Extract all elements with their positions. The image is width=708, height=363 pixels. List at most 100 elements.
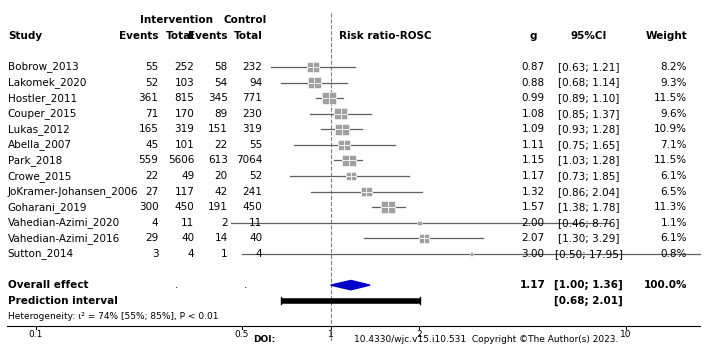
Text: 1: 1 <box>328 330 333 339</box>
Text: 7064: 7064 <box>236 155 263 166</box>
Bar <box>346 172 356 180</box>
Text: 49: 49 <box>181 171 195 181</box>
Text: 1.11: 1.11 <box>521 140 544 150</box>
Text: [1.30; 3.29]: [1.30; 3.29] <box>558 233 620 243</box>
Text: 100.0%: 100.0% <box>644 280 687 290</box>
Bar <box>307 62 319 72</box>
Text: 89: 89 <box>215 109 228 119</box>
Bar <box>469 252 473 256</box>
Text: 2: 2 <box>221 218 228 228</box>
Text: Bobrow_2013: Bobrow_2013 <box>8 62 79 73</box>
Text: 0.88: 0.88 <box>522 78 544 87</box>
Text: [0.63; 1.21]: [0.63; 1.21] <box>558 62 620 72</box>
Text: 252: 252 <box>175 62 195 72</box>
Text: [0.85; 1.37]: [0.85; 1.37] <box>558 109 620 119</box>
Text: 1.17: 1.17 <box>520 280 546 290</box>
Text: 2.00: 2.00 <box>522 218 544 228</box>
Text: Couper_2015: Couper_2015 <box>8 108 77 119</box>
Text: [0.93; 1.28]: [0.93; 1.28] <box>558 124 620 134</box>
Bar <box>417 221 422 225</box>
Text: Goharani_2019: Goharani_2019 <box>8 202 87 213</box>
Text: Control: Control <box>224 15 267 25</box>
Text: 54: 54 <box>215 78 228 87</box>
Text: 0.87: 0.87 <box>522 62 544 72</box>
Text: Lakomek_2020: Lakomek_2020 <box>8 77 86 88</box>
Text: 55: 55 <box>145 62 159 72</box>
Text: 1.57: 1.57 <box>521 202 544 212</box>
Text: 9.6%: 9.6% <box>661 109 687 119</box>
Text: Crowe_2015: Crowe_2015 <box>8 171 72 182</box>
Text: [0.73; 1.85]: [0.73; 1.85] <box>558 171 620 181</box>
Bar <box>334 108 347 119</box>
Text: 613: 613 <box>208 155 228 166</box>
Text: 10.4330/wjc.v15.i10.531  Copyright ©The Author(s) 2023.: 10.4330/wjc.v15.i10.531 Copyright ©The A… <box>354 335 618 344</box>
Text: 170: 170 <box>175 109 195 119</box>
Text: 319: 319 <box>175 124 195 134</box>
Text: 8.2%: 8.2% <box>661 62 687 72</box>
Text: Vahedian-Azimi_2016: Vahedian-Azimi_2016 <box>8 233 120 244</box>
Text: Vahedian-Azimi_2020: Vahedian-Azimi_2020 <box>8 217 120 228</box>
Text: 1: 1 <box>221 249 228 259</box>
Text: Events: Events <box>119 31 159 41</box>
Text: 6.1%: 6.1% <box>661 171 687 181</box>
Text: 11.3%: 11.3% <box>654 202 687 212</box>
Text: 165: 165 <box>139 124 159 134</box>
Text: [0.68; 2.01]: [0.68; 2.01] <box>554 295 623 306</box>
Text: 0.8%: 0.8% <box>661 249 687 259</box>
Text: Intervention: Intervention <box>140 15 213 25</box>
Text: 6.5%: 6.5% <box>661 187 687 197</box>
Text: Sutton_2014: Sutton_2014 <box>8 249 74 260</box>
Bar <box>308 77 321 88</box>
Text: Prediction interval: Prediction interval <box>8 296 118 306</box>
Text: Total: Total <box>234 31 263 41</box>
Text: 40: 40 <box>249 233 263 243</box>
Text: [1.38; 1.78]: [1.38; 1.78] <box>558 202 620 212</box>
Bar <box>322 92 336 104</box>
Text: .: . <box>175 280 178 290</box>
Text: 45: 45 <box>145 140 159 150</box>
Text: 4: 4 <box>256 249 263 259</box>
Text: [0.50; 17.95]: [0.50; 17.95] <box>554 249 622 259</box>
Text: 10.9%: 10.9% <box>654 124 687 134</box>
Text: 20: 20 <box>215 171 228 181</box>
Text: 771: 771 <box>243 93 263 103</box>
Text: 1.15: 1.15 <box>521 155 544 166</box>
Text: 14: 14 <box>215 233 228 243</box>
Text: 27: 27 <box>145 187 159 197</box>
Text: 241: 241 <box>243 187 263 197</box>
Text: 10: 10 <box>620 330 632 339</box>
Text: 95%CI: 95%CI <box>571 31 607 41</box>
Text: [0.46; 8.76]: [0.46; 8.76] <box>558 218 620 228</box>
Text: 300: 300 <box>139 202 159 212</box>
Text: 2.07: 2.07 <box>522 233 544 243</box>
Text: 815: 815 <box>175 93 195 103</box>
Text: 22: 22 <box>215 140 228 150</box>
Text: 230: 230 <box>243 109 263 119</box>
Text: [0.68; 1.14]: [0.68; 1.14] <box>558 78 620 87</box>
Text: 4: 4 <box>152 218 159 228</box>
Text: [0.89; 1.10]: [0.89; 1.10] <box>558 93 620 103</box>
Text: 11.5%: 11.5% <box>654 93 687 103</box>
Text: 559: 559 <box>139 155 159 166</box>
Text: 7.1%: 7.1% <box>661 140 687 150</box>
Text: 11.5%: 11.5% <box>654 155 687 166</box>
Text: 71: 71 <box>145 109 159 119</box>
Text: 1.17: 1.17 <box>521 171 544 181</box>
Text: 2: 2 <box>416 330 422 339</box>
Bar <box>382 201 395 213</box>
Text: 101: 101 <box>175 140 195 150</box>
Text: Events: Events <box>188 31 228 41</box>
Text: JoKramer-Johansen_2006: JoKramer-Johansen_2006 <box>8 186 138 197</box>
Text: .: . <box>244 280 247 290</box>
Text: 9.3%: 9.3% <box>661 78 687 87</box>
Text: 1.1%: 1.1% <box>661 218 687 228</box>
Text: 0.1: 0.1 <box>28 330 43 339</box>
Text: 450: 450 <box>175 202 195 212</box>
Text: 6.1%: 6.1% <box>661 233 687 243</box>
Text: 345: 345 <box>208 93 228 103</box>
Text: 42: 42 <box>215 187 228 197</box>
Text: Risk ratio-ROSC: Risk ratio-ROSC <box>339 31 432 41</box>
Text: 1.09: 1.09 <box>522 124 544 134</box>
Text: Weight: Weight <box>645 31 687 41</box>
Text: 232: 232 <box>243 62 263 72</box>
